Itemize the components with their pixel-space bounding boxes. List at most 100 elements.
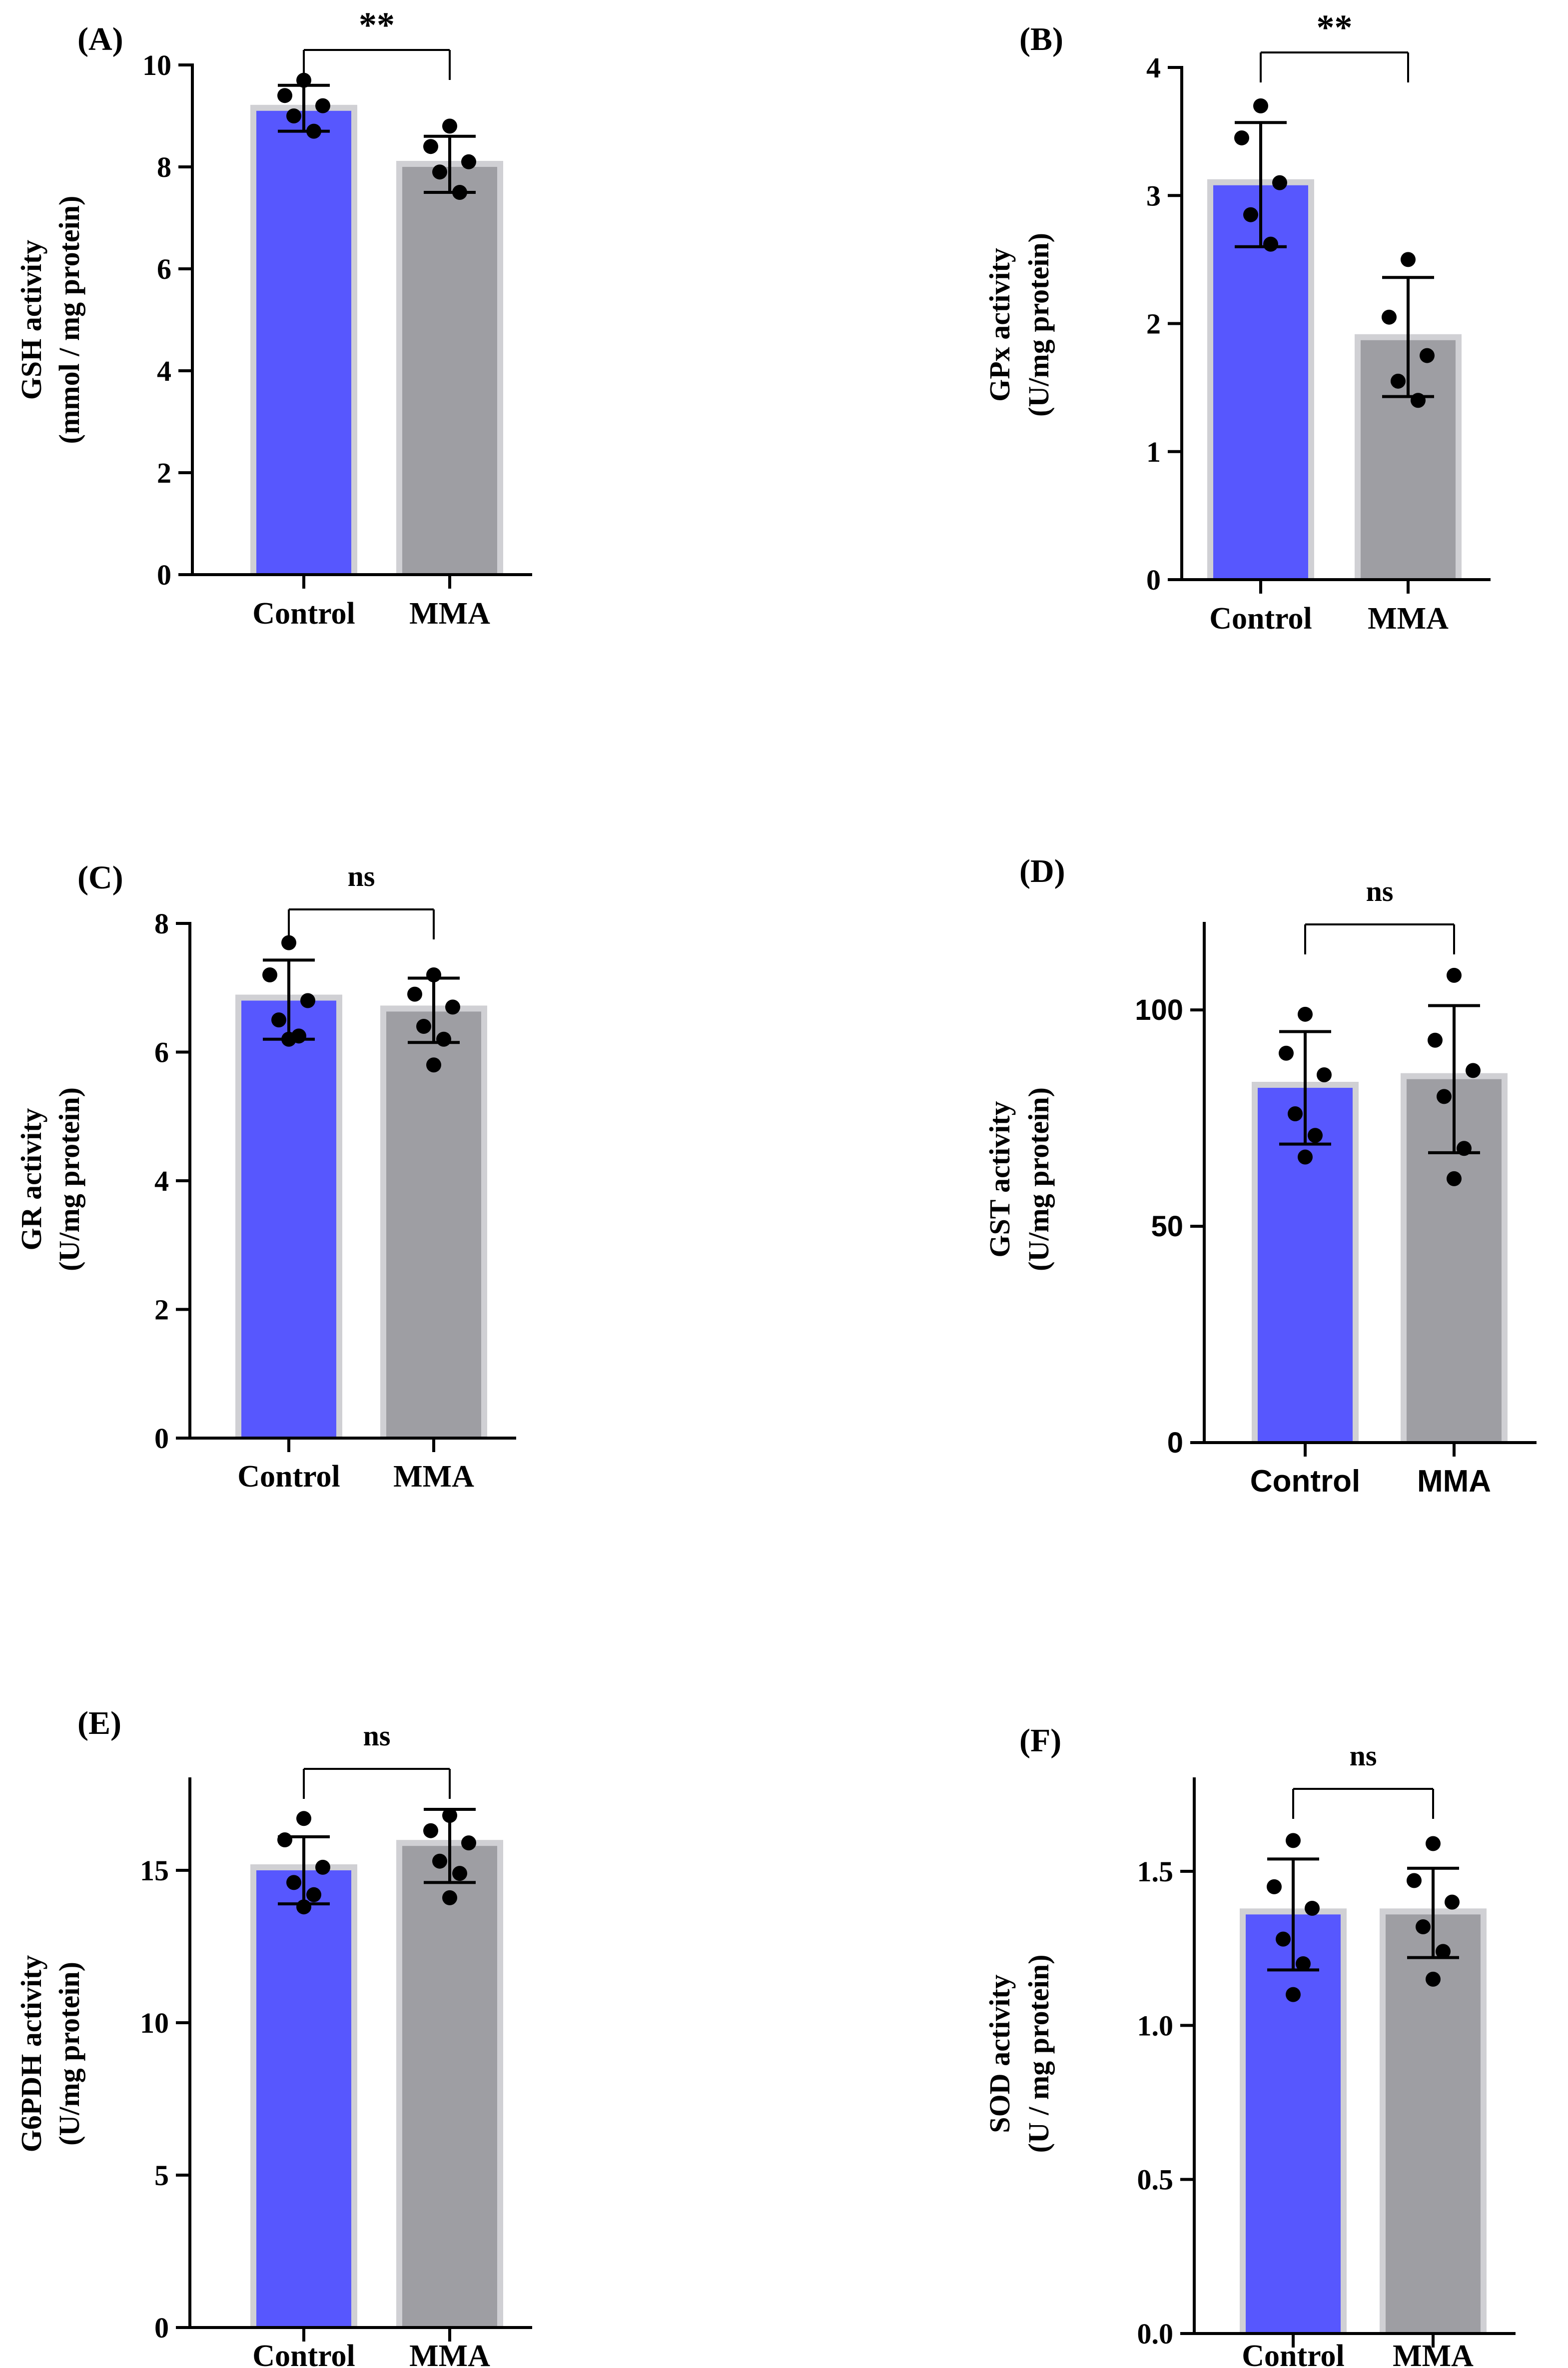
panel-a: (A) GSH activity (mmol / mg protein) 0 2 4 6 8 1…	[15, 5, 532, 631]
error-bar	[1235, 121, 1287, 248]
data-point	[296, 1811, 311, 1826]
data-point	[1243, 207, 1258, 222]
y-axis-label: (mmol / mg protein)	[53, 196, 85, 444]
x-tick-label: MMA	[1417, 1464, 1491, 1499]
y-tick-label: 0	[154, 1422, 169, 1455]
data-point	[262, 967, 277, 982]
data-point	[1428, 1032, 1443, 1048]
error-bar	[1382, 276, 1434, 398]
y-tick-label: 5	[154, 2159, 169, 2192]
data-point	[271, 1012, 286, 1028]
error-bar	[1428, 1004, 1480, 1154]
data-point	[432, 164, 447, 180]
data-point	[1437, 1089, 1452, 1104]
significance-bracket	[303, 49, 451, 80]
data-point	[426, 967, 441, 982]
y-tick-label: 10	[142, 49, 171, 81]
x-tick-label: MMA	[409, 597, 490, 631]
data-point	[442, 118, 457, 134]
x-tick-label: MMA	[1368, 602, 1449, 636]
data-point	[1401, 252, 1416, 267]
y-axis-label: (U/mg protein)	[1022, 1087, 1055, 1271]
data-point	[300, 993, 315, 1008]
data-point	[1288, 1106, 1303, 1121]
bar-control	[256, 1870, 351, 2328]
significance-bracket	[1304, 923, 1455, 954]
data-point	[286, 108, 301, 123]
bar-mma	[386, 1011, 481, 1438]
panel-label: (D)	[1019, 853, 1065, 889]
data-point	[1436, 1944, 1451, 1959]
bar-control	[1213, 185, 1308, 580]
data-point	[1298, 1149, 1313, 1165]
y-axis-label: GST activity	[983, 1101, 1016, 1257]
data-point	[1305, 1901, 1320, 1916]
y-axis-label: (U/mg protein)	[53, 1087, 85, 1271]
data-point	[1263, 236, 1278, 252]
data-point	[1411, 393, 1426, 408]
x-tick-label: Control	[237, 1460, 340, 1494]
y-axis-label: (U/mg protein)	[1022, 233, 1055, 417]
panel-c: (C) GR activity (U/mg protein) 0 2 4 6 8 Control…	[15, 859, 516, 1494]
data-point	[442, 1890, 457, 1905]
y-axis-label: GR activity	[15, 1108, 47, 1250]
data-point	[436, 1031, 451, 1047]
data-point	[281, 935, 296, 950]
panel-d: (D) GST activity (U/mg protein) 0 50 100 Contr…	[983, 853, 1537, 1499]
panel-label: (F)	[1019, 1722, 1061, 1759]
data-point	[432, 1853, 447, 1869]
data-point	[1447, 967, 1462, 983]
data-point	[1391, 373, 1406, 389]
data-point	[1253, 98, 1268, 113]
x-tick-label: Control	[1209, 602, 1312, 636]
bar-control	[256, 110, 351, 575]
data-point	[445, 999, 460, 1015]
y-tick-label: 0	[154, 2312, 169, 2344]
x-tick-label: Control	[1250, 1464, 1360, 1499]
data-point	[1420, 348, 1435, 363]
data-point	[1382, 309, 1397, 325]
data-point	[315, 1859, 330, 1875]
y-tick-label: 2	[157, 457, 171, 489]
data-point	[277, 88, 292, 103]
y-axis-label: SOD activity	[983, 1974, 1016, 2133]
bar-mma	[402, 167, 497, 575]
data-point	[306, 1887, 321, 1902]
significance-label: **	[359, 5, 395, 45]
data-point	[452, 1866, 467, 1881]
significance-label: ns	[363, 1719, 391, 1752]
y-tick-label: 100	[1135, 994, 1183, 1026]
panel-label: (A)	[77, 21, 123, 57]
panel-label: (B)	[1019, 21, 1063, 57]
data-point	[461, 154, 476, 169]
y-axis-label: (U / mg protein)	[1022, 1955, 1055, 2153]
y-tick-label: 0	[1146, 564, 1161, 596]
significance-label: ns	[1366, 875, 1394, 907]
x-tick-label: MMA	[1393, 2339, 1474, 2368]
bar-mma	[402, 1846, 497, 2328]
y-axis-label: GPx activity	[983, 248, 1016, 402]
panel-b: (B) GPx activity (U/mg protein) 0 1 2 3 4 Contro…	[983, 7, 1491, 636]
error-bar	[1279, 1030, 1331, 1146]
data-point	[306, 123, 321, 139]
y-tick-label: 1.5	[1137, 1855, 1174, 1888]
data-point	[1426, 1971, 1441, 1987]
data-point	[461, 1835, 476, 1851]
error-bar	[1267, 1857, 1319, 1972]
data-point	[1447, 1171, 1462, 1186]
data-point	[1426, 1836, 1441, 1851]
data-point	[315, 98, 330, 113]
y-tick-label: 3	[1146, 179, 1161, 212]
y-tick-label: 1.0	[1137, 2009, 1174, 2042]
data-point	[1445, 1894, 1460, 1910]
significance-bracket	[288, 908, 435, 939]
x-tick-label: Control	[1242, 2339, 1345, 2368]
data-point	[407, 986, 422, 1002]
data-point	[1272, 175, 1287, 190]
significance-bracket	[1292, 1788, 1434, 1819]
y-tick-label: 0.5	[1137, 2164, 1174, 2196]
data-point	[1298, 1006, 1313, 1022]
data-point	[296, 1899, 311, 1915]
y-tick-label: 10	[140, 2007, 169, 2039]
